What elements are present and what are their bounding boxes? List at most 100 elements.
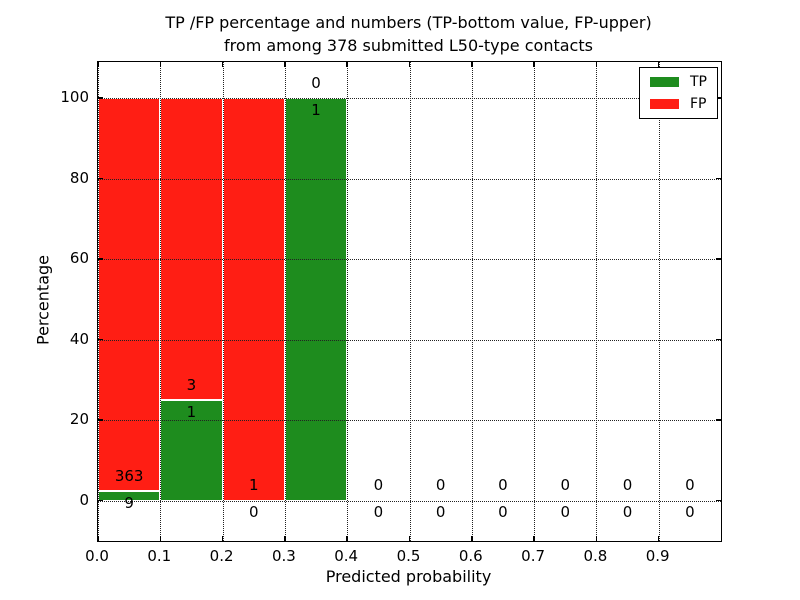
x-tick-label: 0.8 (583, 547, 608, 565)
x-tick-mark (284, 536, 286, 541)
x-gridline (471, 62, 473, 541)
y-tick-mark (98, 338, 103, 341)
x-tick-label: 0.0 (85, 547, 109, 565)
x-gridline (284, 62, 286, 541)
fp-count-label: 0 (685, 476, 695, 495)
x-tick-mark-top (284, 62, 286, 67)
fp-bar-segment (222, 98, 285, 501)
chart-title-line1: TP /FP percentage and numbers (TP-bottom… (165, 13, 652, 32)
fp-count-label: 0 (435, 476, 446, 495)
legend: TP FP (639, 67, 718, 119)
fp-count-label: 363 (114, 466, 144, 485)
x-tick-mark-top (657, 62, 660, 67)
x-tick-mark (221, 536, 224, 541)
x-gridline (98, 62, 99, 541)
tp-count-label: 9 (124, 493, 134, 512)
tp-count-label: 0 (560, 503, 571, 522)
x-tick-label: 0.1 (147, 547, 172, 565)
x-tick-mark-top (471, 62, 473, 67)
y-tick-label: 80 (69, 168, 89, 187)
x-tick-mark-top (159, 62, 162, 67)
x-tick-mark (471, 536, 473, 541)
tp-count-label: 0 (248, 503, 259, 522)
tp-count-label: 0 (435, 503, 446, 522)
tp-count-label: 0 (622, 503, 633, 522)
x-gridline (160, 62, 162, 541)
legend-entry-tp: TP (650, 75, 707, 89)
tp-legend-label: TP (690, 74, 707, 90)
x-gridline (409, 62, 411, 541)
x-tick-mark-top (346, 62, 348, 67)
y-tick-label: 20 (69, 410, 89, 429)
tp-count-label: 1 (311, 100, 321, 119)
y-gridline (98, 500, 721, 502)
x-tick-mark-top (221, 62, 224, 67)
fp-count-label: 0 (560, 476, 571, 495)
y-tick-label: 60 (69, 249, 89, 268)
fp-count-label: 1 (248, 476, 259, 495)
y-gridline (98, 178, 721, 180)
x-tick-label: 0.6 (458, 547, 483, 565)
y-tick-label: 100 (60, 88, 89, 107)
y-gridline (98, 259, 721, 261)
tp-count-label: 0 (498, 503, 508, 522)
x-gridline (658, 62, 660, 541)
y-gridline (98, 420, 721, 422)
y-tick-mark-right (716, 499, 721, 502)
y-tick-label: 0 (79, 490, 89, 509)
x-tick-mark (595, 536, 598, 541)
fp-bar-segment (98, 98, 161, 491)
y-tick-mark-right (716, 258, 721, 260)
x-tick-mark (97, 536, 99, 541)
fp-count-label: 0 (498, 476, 508, 495)
tp-bar-segment (160, 400, 223, 501)
x-tick-label: 0.5 (396, 547, 421, 565)
y-tick-label: 40 (69, 329, 89, 348)
legend-entry-fp: FP (650, 97, 707, 111)
x-tick-mark-top (595, 62, 598, 67)
x-tick-mark (408, 536, 411, 541)
y-tick-mark (98, 499, 103, 502)
x-axis-label: Predicted probability (325, 567, 492, 586)
x-tick-label: 0.4 (334, 547, 359, 565)
fp-count-label: 0 (373, 476, 384, 495)
x-tick-mark (346, 536, 348, 541)
fp-legend-label: FP (690, 96, 707, 112)
y-gridline (98, 339, 721, 341)
fp-legend-swatch (650, 99, 679, 109)
x-tick-mark-top (533, 62, 535, 67)
y-tick-mark (98, 419, 103, 421)
tp-bar-segment (284, 98, 348, 501)
tp-count-label: 0 (373, 503, 384, 522)
x-tick-mark (657, 536, 660, 541)
fp-count-label: 3 (186, 375, 197, 394)
x-tick-label: 0.7 (521, 547, 546, 565)
x-gridline (222, 62, 224, 541)
y-gridline (98, 98, 721, 100)
y-tick-mark (98, 97, 103, 99)
chart-title: TP /FP percentage and numbers (TP-bottom… (97, 11, 720, 57)
tp-legend-swatch (650, 77, 679, 87)
plot-area: TP FP 363 9 3 1 1 0 0 1 0 0 0 0 0 0 0 0 0 0 0 0 (97, 61, 722, 542)
x-gridline (596, 62, 598, 541)
fp-count-label: 0 (311, 73, 321, 92)
x-tick-mark-top (408, 62, 411, 67)
tp-count-label: 0 (685, 503, 695, 522)
y-tick-mark-right (716, 338, 721, 341)
x-tick-mark (533, 536, 535, 541)
x-tick-mark-top (97, 62, 99, 67)
fp-count-label: 0 (622, 476, 633, 495)
y-tick-mark (98, 177, 103, 180)
x-gridline (347, 62, 349, 541)
y-tick-mark-right (716, 419, 721, 421)
y-tick-mark-right (716, 177, 721, 180)
fp-bar-segment (160, 98, 223, 401)
tp-count-label: 1 (186, 402, 197, 421)
x-tick-label: 0.9 (645, 547, 670, 565)
x-gridline (534, 62, 536, 541)
x-tick-mark (159, 536, 162, 541)
x-tick-label: 0.2 (209, 547, 234, 565)
y-tick-mark (98, 258, 103, 260)
chart-title-line2: from among 378 submitted L50-type contac… (224, 36, 593, 55)
